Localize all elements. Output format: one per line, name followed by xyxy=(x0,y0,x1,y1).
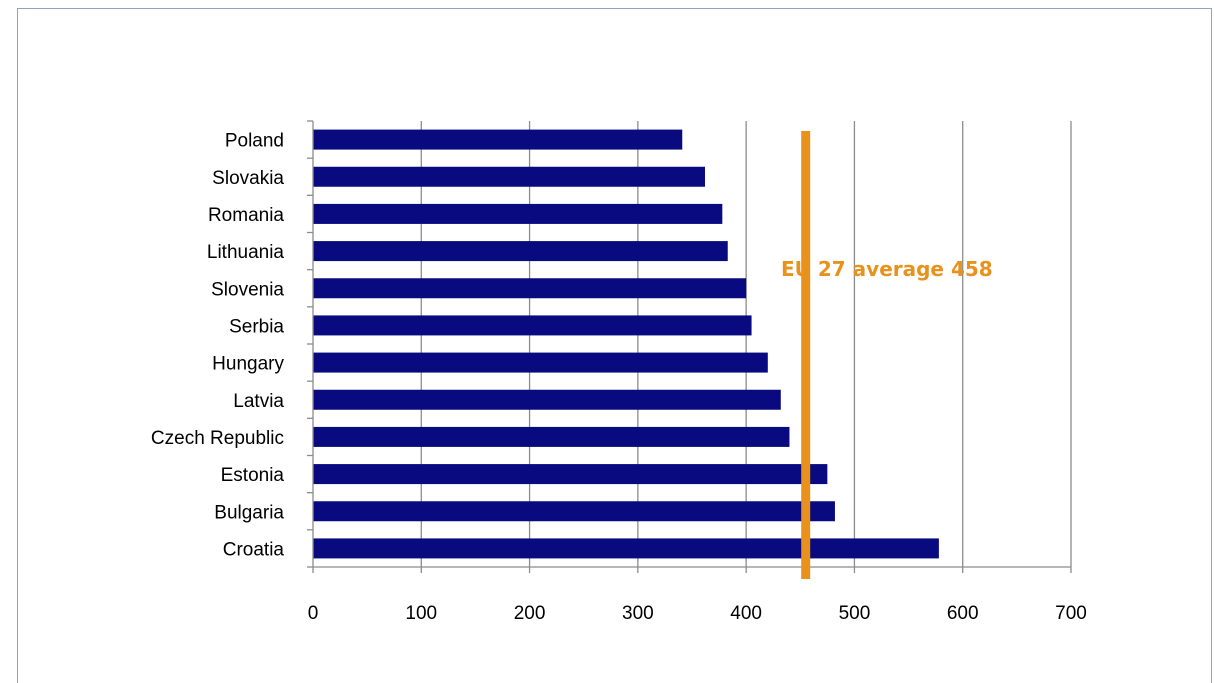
category-label: Czech Republic xyxy=(151,428,284,449)
reference-line-group: EU 27 average 458 xyxy=(781,131,993,579)
category-label: Hungary xyxy=(212,354,284,375)
bar xyxy=(313,352,768,373)
x-tick-label: 0 xyxy=(308,603,319,624)
reference-line-label: EU 27 average 458 xyxy=(781,257,993,281)
category-label: Slovenia xyxy=(211,279,284,300)
bar xyxy=(313,129,683,150)
bar xyxy=(313,315,752,336)
category-label: Estonia xyxy=(221,465,285,486)
category-label: Serbia xyxy=(229,316,284,337)
category-label: Lithuania xyxy=(207,242,285,263)
bars xyxy=(313,129,939,559)
bar xyxy=(313,166,705,187)
category-label: Bulgaria xyxy=(214,502,284,523)
reference-line xyxy=(801,131,811,579)
x-tick-label: 300 xyxy=(622,603,654,624)
category-label: Slovakia xyxy=(212,168,284,189)
x-tick-label: 100 xyxy=(405,603,437,624)
category-label: Poland xyxy=(225,131,284,152)
x-tick-label: 700 xyxy=(1055,603,1087,624)
bar xyxy=(313,538,939,559)
bar xyxy=(313,426,790,447)
x-tick-label: 600 xyxy=(947,603,979,624)
category-label: Croatia xyxy=(223,539,285,560)
grid-lines xyxy=(420,121,1072,567)
x-tick-label: 400 xyxy=(730,603,762,624)
category-labels: Poland Slovakia Romania Lithuania Slovenia Se… xyxy=(151,131,285,561)
bar xyxy=(313,389,781,410)
chart-frame xyxy=(17,8,1212,683)
bar xyxy=(313,501,835,522)
bar xyxy=(313,464,828,485)
bar xyxy=(313,241,728,262)
axes xyxy=(307,120,1072,573)
x-tick-label: 200 xyxy=(514,603,546,624)
bar xyxy=(313,203,723,224)
category-label: Latvia xyxy=(233,391,284,412)
category-label: Romania xyxy=(208,205,284,226)
bar xyxy=(313,278,747,299)
x-tick-labels: 0 100 200 300 400 500 600 700 xyxy=(308,603,1087,624)
x-tick-label: 500 xyxy=(839,603,871,624)
